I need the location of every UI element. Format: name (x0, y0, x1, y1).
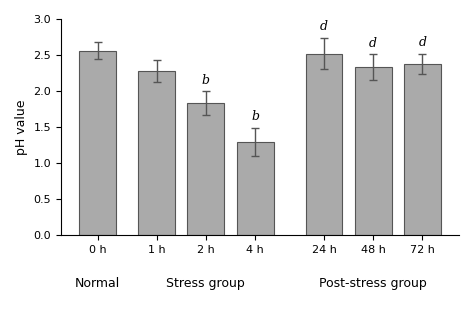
Text: b: b (202, 73, 210, 87)
Text: Post-stress group: Post-stress group (319, 276, 427, 290)
Text: d: d (320, 21, 328, 33)
Bar (306, 54, 342, 235)
Bar (355, 67, 392, 235)
Bar (187, 103, 224, 235)
Text: Normal: Normal (75, 276, 120, 290)
Text: Stress group: Stress group (166, 276, 245, 290)
Y-axis label: pH value: pH value (15, 99, 28, 155)
Bar (237, 142, 273, 235)
Bar (404, 64, 441, 235)
Text: d: d (419, 36, 427, 49)
Text: d: d (369, 37, 377, 50)
Bar (79, 51, 116, 235)
Bar (138, 71, 175, 235)
Text: b: b (251, 110, 259, 123)
